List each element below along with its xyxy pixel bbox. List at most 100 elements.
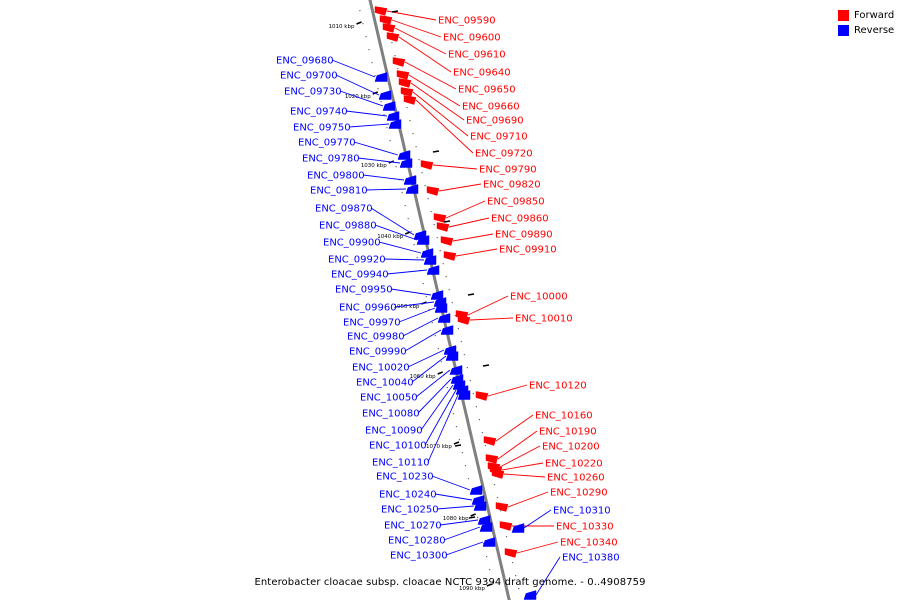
reverse-gene-label: ENC_09740 (290, 107, 348, 118)
forward-feature (392, 57, 406, 67)
reverse-gene-label: ENC_09810 (310, 186, 368, 197)
reverse-gene-label: ENC_10110 (372, 458, 430, 469)
backbone-dot (457, 328, 459, 330)
reverse-leader-line (357, 157, 401, 164)
backbone-dot (410, 231, 412, 233)
forward-feature (382, 23, 396, 33)
backbone-dot (377, 88, 379, 90)
reverse-gene-label: ENC_09950 (335, 285, 393, 296)
scale-label: 1090 kbp (459, 586, 485, 592)
reverse-leader-line (523, 509, 552, 529)
backbone-dot (466, 367, 468, 369)
reverse-leader-line (420, 384, 454, 431)
forward-feature (436, 222, 450, 232)
reverse-gene-label: ENC_10270 (384, 521, 442, 532)
reverse-gene-label: ENC_10040 (356, 378, 414, 389)
reverse-gene-label: ENC_10090 (365, 426, 423, 437)
forward-gene-label: ENC_09850 (487, 197, 545, 208)
backbone-dot (476, 517, 479, 519)
backbone-dot (437, 348, 439, 350)
reverse-gene-label: ENC_09870 (315, 204, 373, 215)
forward-gene-label: ENC_09820 (483, 180, 541, 191)
reverse-feature (378, 90, 392, 100)
marker-tick (467, 293, 475, 296)
forward-feature (398, 78, 412, 88)
scale-tick (486, 583, 493, 587)
backbone-dot (391, 42, 393, 44)
reverse-gene-label: ENC_09960 (339, 303, 397, 314)
forward-gene-label: ENC_10330 (556, 522, 614, 533)
legend-item-reverse: Reverse (838, 23, 894, 38)
scale-tick (437, 371, 443, 375)
forward-gene-label: ENC_09640 (453, 68, 511, 79)
forward-gene-label: ENC_10220 (545, 459, 603, 470)
backbone-dot (412, 133, 414, 135)
reverse-feature (405, 184, 419, 194)
reverse-leader-line (535, 556, 561, 596)
backbone-dot (374, 75, 376, 77)
backbone-dot (481, 432, 484, 434)
backbone-dot (451, 302, 453, 304)
reverse-gene-label: ENC_09920 (328, 255, 386, 266)
reverse-feature (434, 303, 448, 313)
reverse-gene-label: ENC_09770 (298, 138, 356, 149)
reverse-leader-line (417, 378, 452, 414)
reverse-leader-line (445, 541, 484, 556)
marker-tick (443, 220, 451, 223)
forward-feature (499, 521, 513, 531)
backbone-dot (409, 120, 411, 122)
forward-leader-line (487, 384, 528, 397)
reverse-feature (449, 365, 463, 375)
forward-leader-line (415, 99, 474, 154)
reverse-feature (469, 485, 483, 495)
forward-feature (440, 236, 454, 246)
scale-tick (356, 21, 362, 25)
backbone-dot (439, 250, 441, 252)
forward-feature (504, 548, 518, 558)
backbone-dot (461, 452, 464, 454)
reverse-leader-line (439, 519, 479, 526)
forward-gene-label: ENC_10260 (547, 473, 605, 484)
backbone-dot (383, 114, 385, 116)
marker-tick (468, 516, 476, 519)
reverse-feature (403, 175, 417, 185)
reverse-feature (423, 255, 437, 265)
reverse-leader-line (348, 123, 390, 128)
scale-label: 1080 kbp (443, 516, 469, 522)
reverse-feature (416, 235, 430, 245)
reverse-feature (386, 111, 400, 121)
scale-label: 1030 kbp (361, 163, 387, 169)
backbone-dot (430, 211, 432, 213)
reverse-feature (382, 101, 396, 111)
reverse-leader-line (370, 207, 415, 236)
reverse-leader-line (398, 307, 436, 323)
reverse-leader-line (331, 59, 376, 78)
forward-leader-line (408, 74, 461, 107)
backbone-dot (428, 309, 430, 311)
forward-gene-label: ENC_09890 (495, 230, 553, 241)
backbone-dot (404, 205, 406, 207)
legend-label-forward: Forward (854, 10, 895, 21)
reverse-leader-line (374, 224, 418, 241)
forward-feature (379, 15, 393, 25)
reverse-feature (440, 325, 454, 335)
forward-feature (485, 454, 499, 464)
backbone-dot (478, 419, 481, 421)
forward-leader-line (452, 233, 494, 242)
forward-feature (403, 95, 417, 105)
reverse-leader-line (386, 269, 428, 275)
forward-leader-line (386, 10, 437, 21)
forward-leader-line (412, 91, 469, 137)
forward-leader-line (501, 462, 544, 471)
reverse-leader-line (339, 90, 384, 107)
reverse-leader-line (345, 110, 388, 117)
backbone-dot (467, 478, 470, 480)
reverse-leader-line (424, 389, 457, 446)
reverse-feature (482, 537, 496, 547)
backbone-dot (518, 588, 520, 590)
reverse-gene-label: ENC_10020 (352, 363, 410, 374)
reverse-leader-line (415, 369, 451, 398)
reverse-feature (477, 515, 491, 525)
backbone-dot (493, 484, 496, 486)
forward-leader-line (469, 317, 514, 321)
